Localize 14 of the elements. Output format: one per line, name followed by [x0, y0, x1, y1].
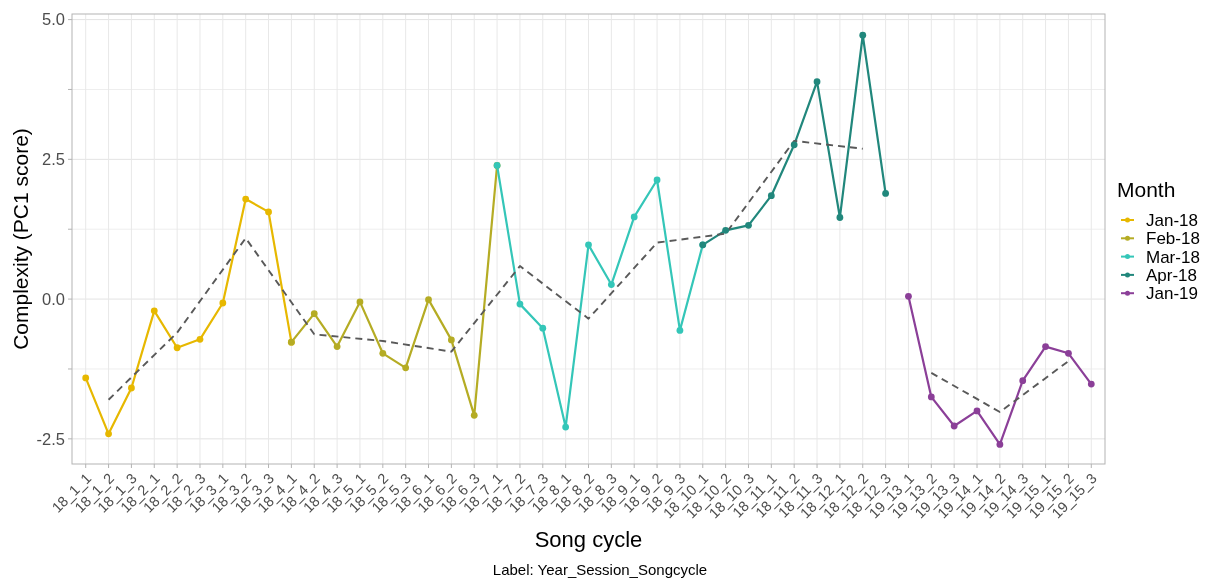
legend-label: Mar-18 — [1146, 247, 1200, 267]
x-axis-title: Song cycle — [534, 527, 643, 552]
legend-label: Apr-18 — [1146, 266, 1198, 286]
y-tick-label: 2.5 — [42, 150, 65, 169]
legend-label: Jan-19 — [1146, 284, 1198, 304]
y-tick-label: -2.5 — [36, 429, 65, 448]
y-tick-label: 5.0 — [42, 10, 65, 29]
legend-label: Feb-18 — [1146, 229, 1200, 249]
legend-title: Month — [1117, 178, 1176, 201]
line-series — [107, 139, 864, 401]
text: Label: Year_Session_Songcycle — [492, 561, 708, 578]
y-tick-label: 0.0 — [42, 289, 65, 308]
legend-label: Jan-18 — [1146, 211, 1198, 231]
y-axis-title: Complexity (PC1 score) — [9, 128, 32, 350]
